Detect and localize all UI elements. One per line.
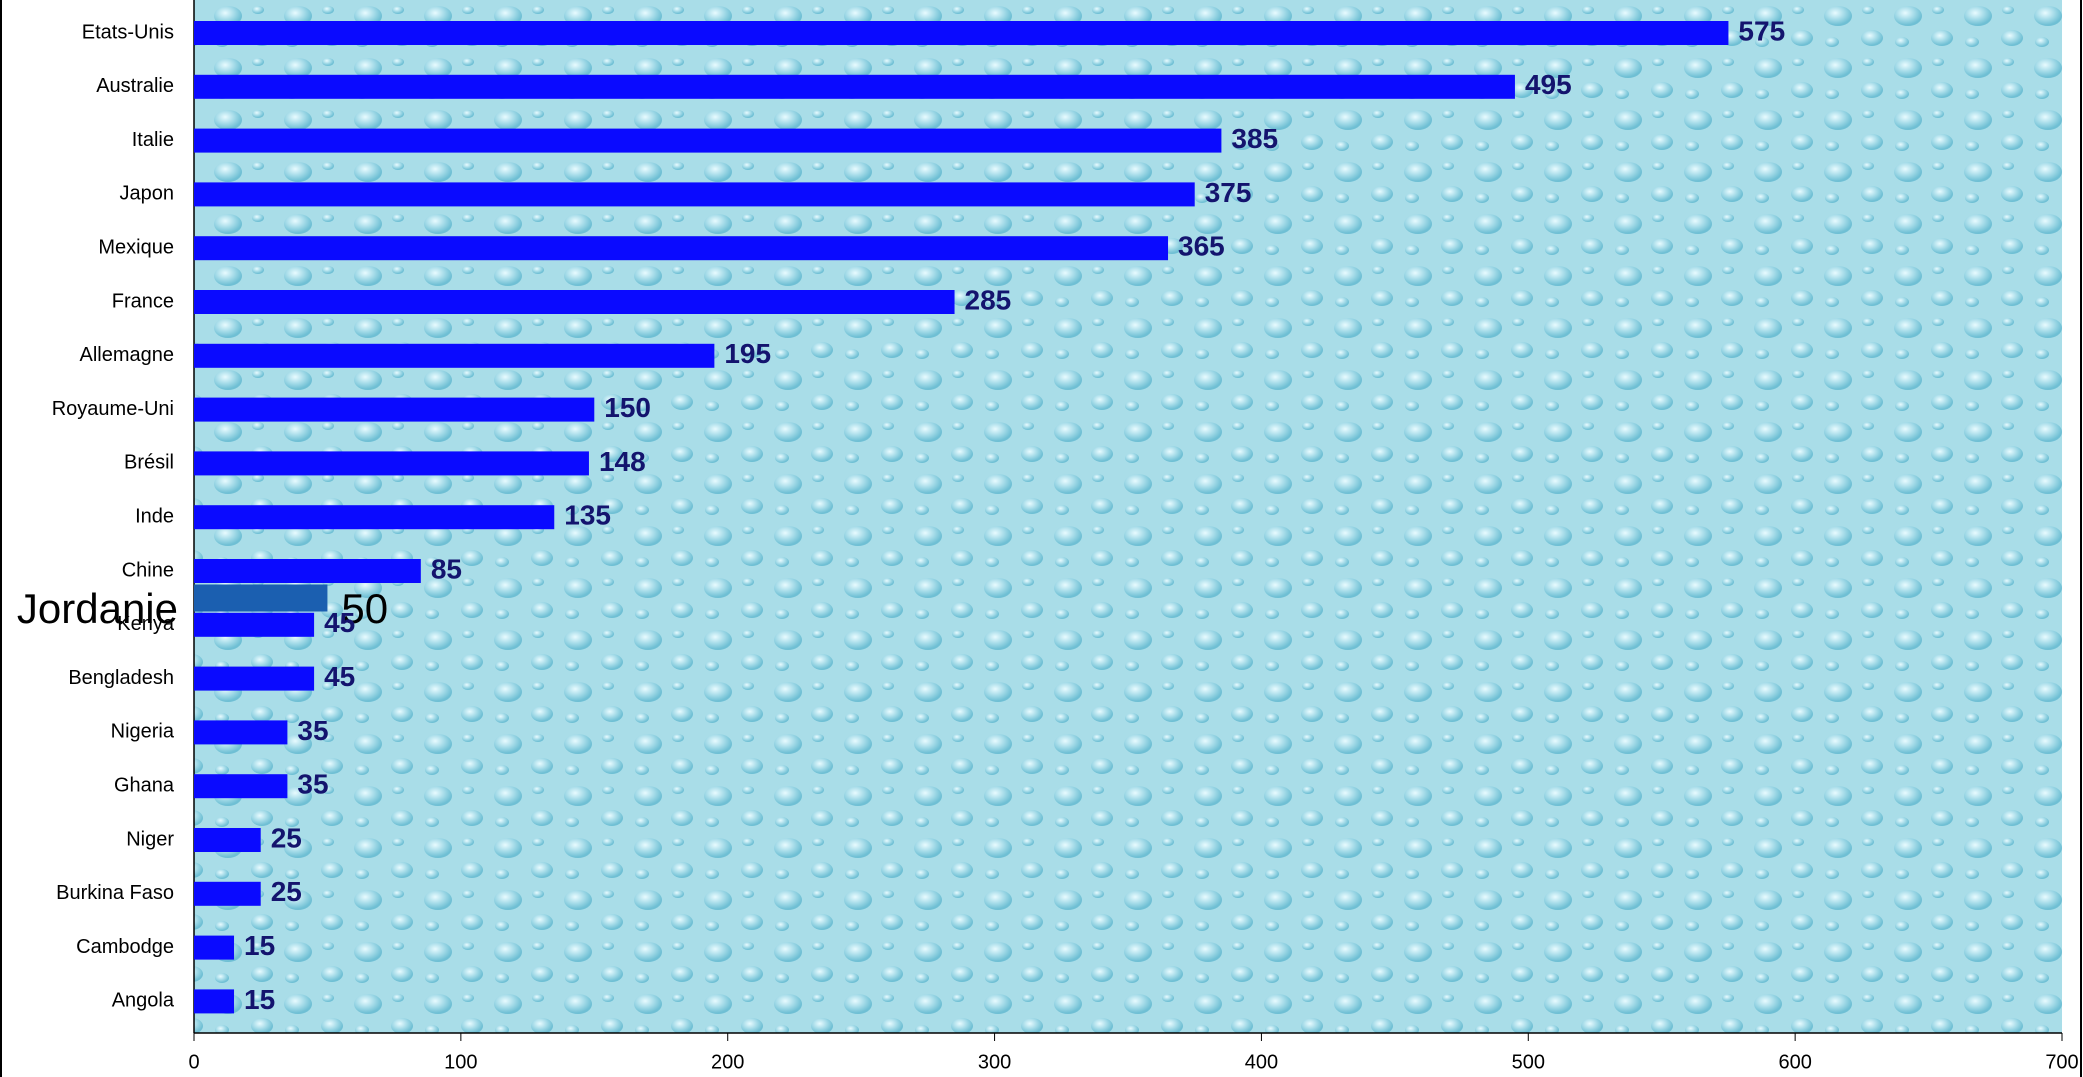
value-label: 15 xyxy=(244,930,275,961)
y-tick-label: Angola xyxy=(112,990,175,1012)
bar xyxy=(194,935,235,960)
bar xyxy=(194,343,715,368)
value-label: 15 xyxy=(244,984,275,1015)
y-tick-label: Bengladesh xyxy=(68,667,174,689)
value-label: 365 xyxy=(1178,231,1225,262)
value-label: 385 xyxy=(1231,123,1278,154)
y-tick-label: Burkina Faso xyxy=(56,882,174,904)
bar xyxy=(194,989,235,1014)
value-label: 285 xyxy=(965,284,1012,315)
x-tick-label: 300 xyxy=(978,1051,1011,1073)
y-tick-label: Italie xyxy=(132,129,174,151)
y-tick-label: Brésil xyxy=(124,452,174,474)
x-tick-label: 600 xyxy=(1778,1051,1811,1073)
y-tick-label: Kenya xyxy=(117,613,175,635)
y-tick-label: Chine xyxy=(122,559,174,581)
bar xyxy=(194,720,288,745)
bar xyxy=(194,774,288,799)
value-label: 45 xyxy=(324,607,355,638)
value-label: 150 xyxy=(604,392,651,423)
y-tick-label: Australie xyxy=(96,75,174,97)
bar xyxy=(194,881,261,906)
y-tick-label: Mexique xyxy=(98,236,174,258)
value-label: 35 xyxy=(297,769,328,800)
y-tick-label: Nigeria xyxy=(111,721,175,743)
value-label: 495 xyxy=(1525,69,1572,100)
bar xyxy=(194,828,261,852)
x-tick-label: 700 xyxy=(2045,1051,2078,1073)
bar xyxy=(194,74,1515,99)
bar xyxy=(194,21,1729,45)
bar xyxy=(194,666,315,691)
x-tick-label: 500 xyxy=(1512,1051,1545,1073)
bar xyxy=(194,451,589,476)
bar xyxy=(194,505,555,530)
bar xyxy=(194,236,1169,261)
x-tick-label: 400 xyxy=(1245,1051,1278,1073)
value-label: 195 xyxy=(724,338,771,369)
value-label: 148 xyxy=(599,446,646,477)
value-label: 25 xyxy=(271,876,302,907)
y-tick-label: France xyxy=(112,290,174,312)
value-label: 50 xyxy=(341,585,388,632)
y-tick-label: Japon xyxy=(120,183,175,205)
bar xyxy=(194,584,328,612)
y-tick-label: Etats-Unis xyxy=(82,21,174,43)
bar xyxy=(194,612,315,637)
x-tick-label: 200 xyxy=(711,1051,744,1073)
y-tick-label: Jordanie xyxy=(17,585,178,632)
bar xyxy=(194,290,955,314)
value-label: 25 xyxy=(271,822,302,853)
bar xyxy=(194,128,1222,153)
x-tick-label: 100 xyxy=(444,1051,477,1073)
value-label: 575 xyxy=(1738,15,1785,46)
x-tick-label: 0 xyxy=(188,1051,199,1073)
y-tick-label: Cambodge xyxy=(76,936,174,958)
value-label: 35 xyxy=(297,715,328,746)
y-tick-label: Royaume-Uni xyxy=(52,398,174,420)
bar xyxy=(194,182,1195,207)
value-label: 375 xyxy=(1205,177,1252,208)
bar xyxy=(194,559,421,583)
value-label: 85 xyxy=(431,553,462,584)
value-label: 45 xyxy=(324,661,355,692)
y-tick-label: Inde xyxy=(135,505,174,527)
y-tick-label: Allemagne xyxy=(79,344,174,366)
value-label: 135 xyxy=(564,500,611,531)
y-tick-label: Ghana xyxy=(114,774,175,796)
y-tick-label: Niger xyxy=(126,828,174,850)
bar xyxy=(194,397,595,422)
